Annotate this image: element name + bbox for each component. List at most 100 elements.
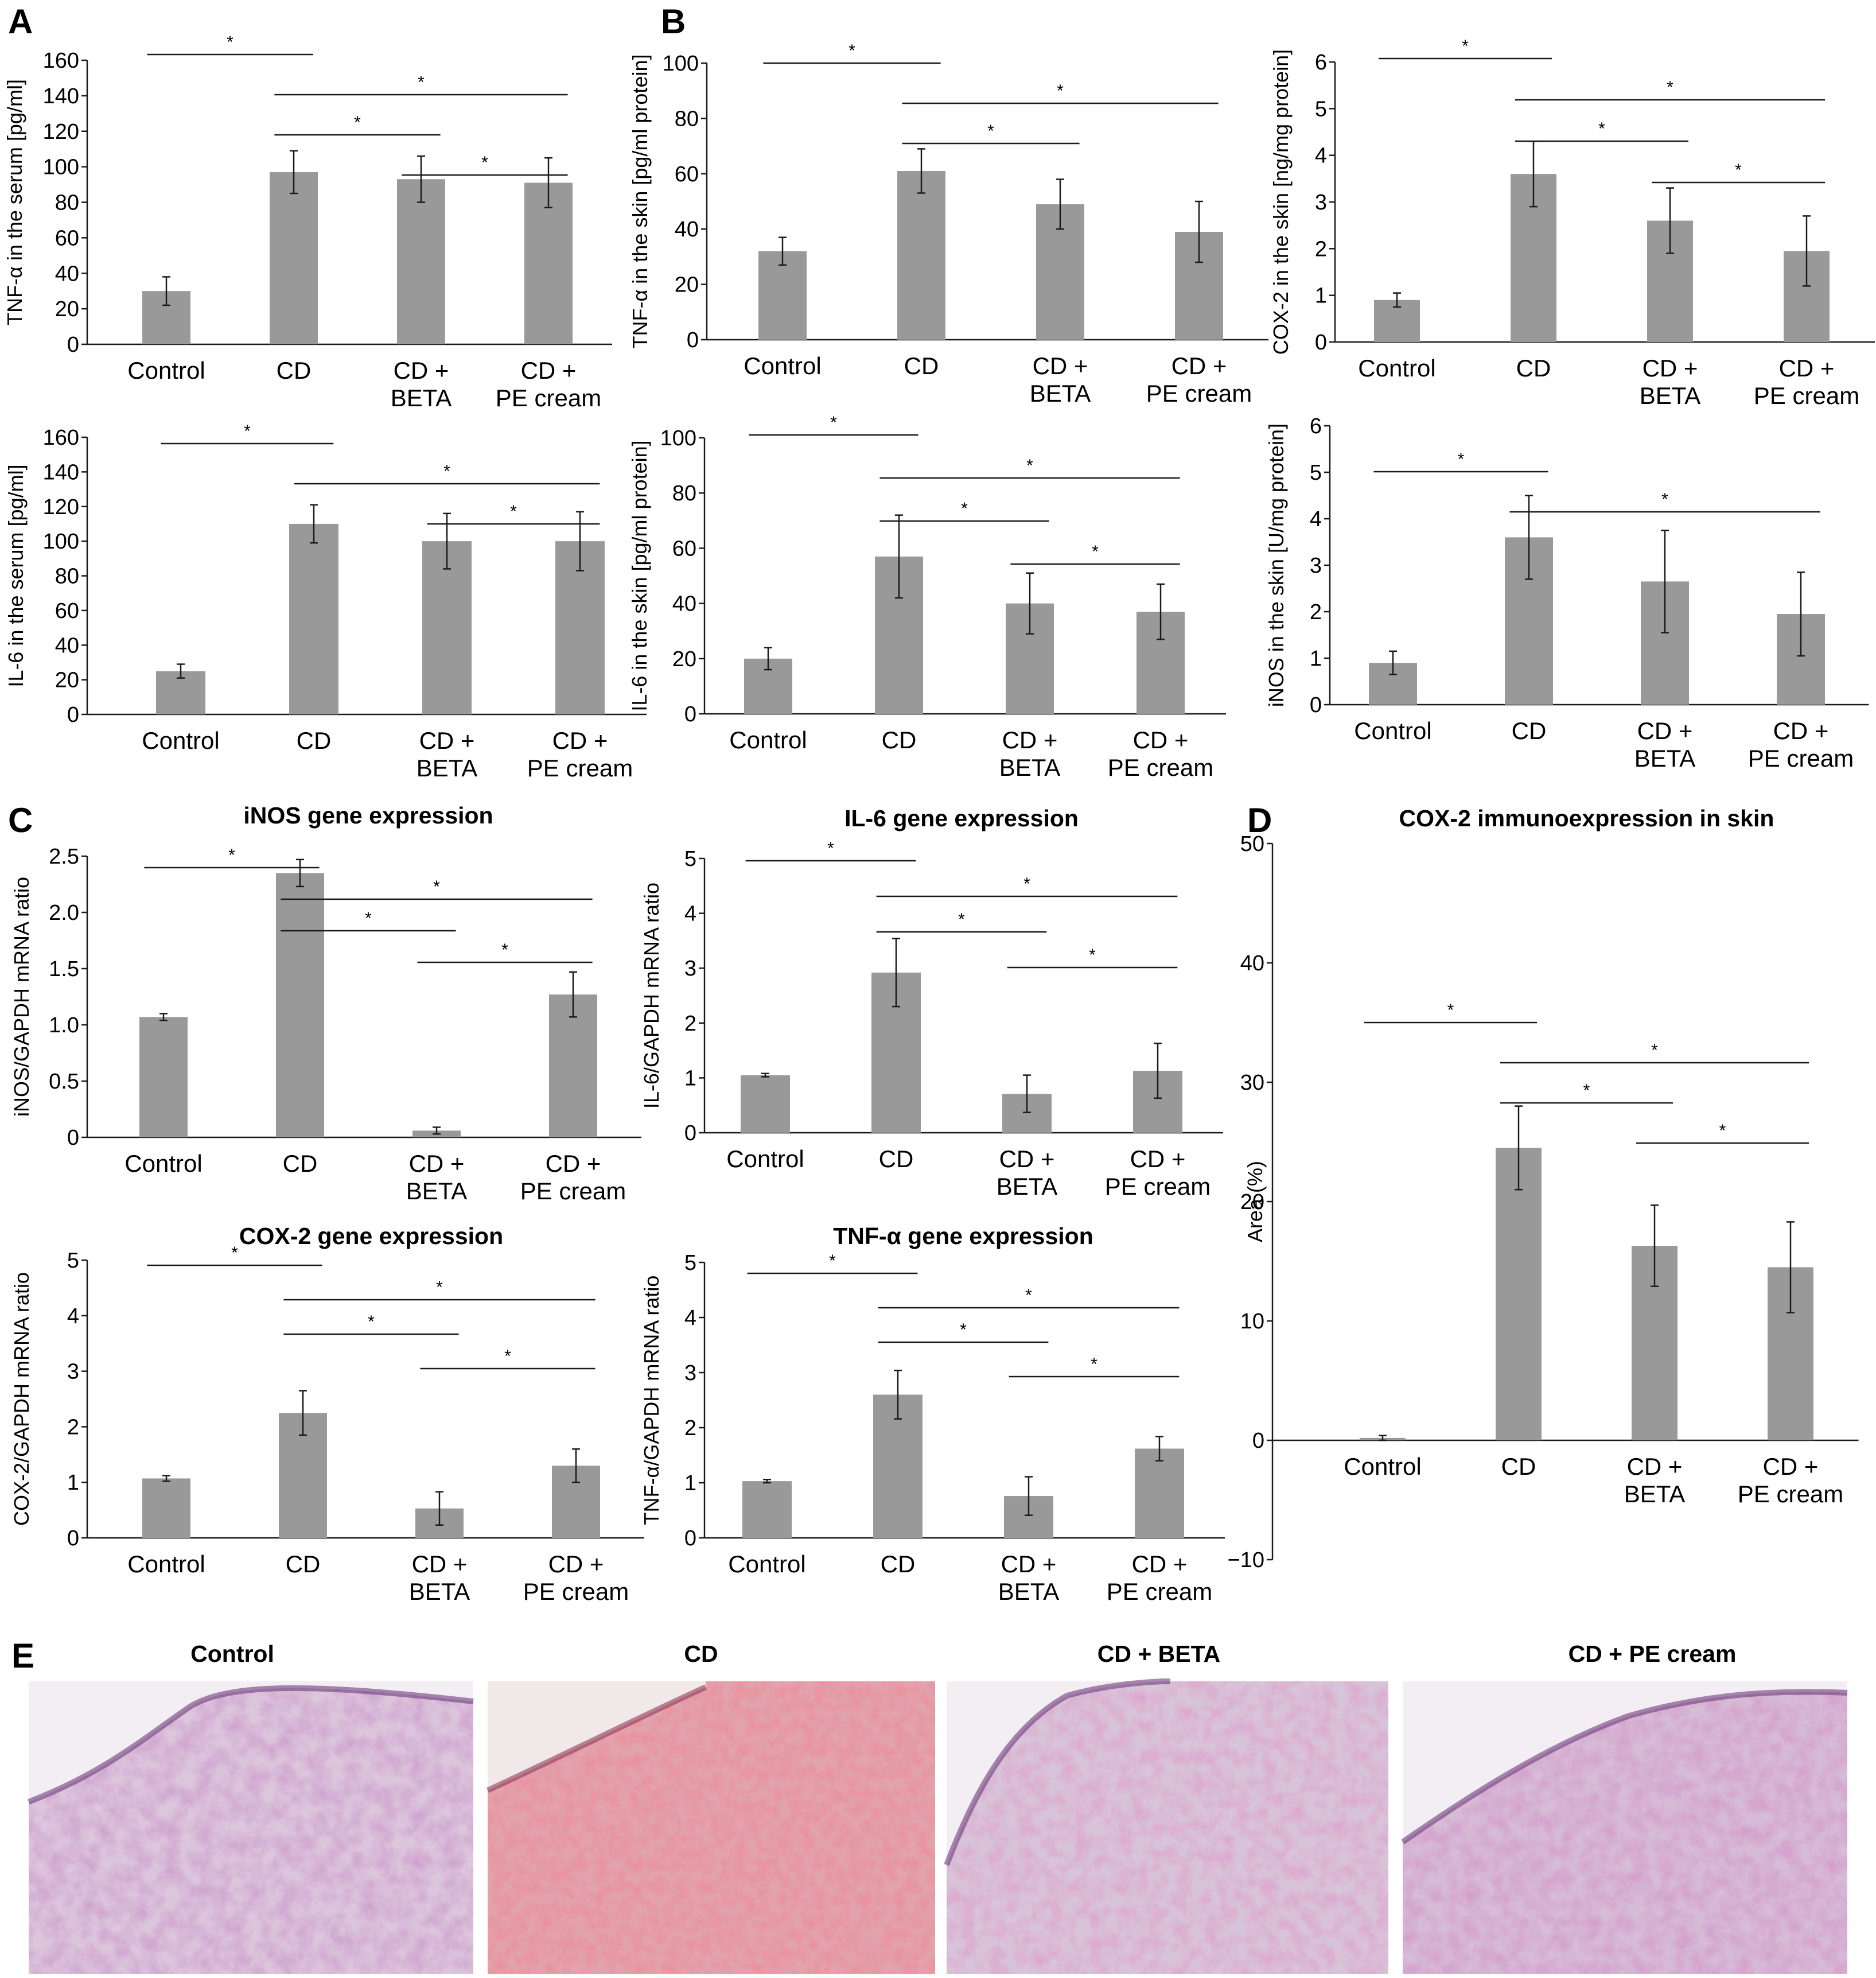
category-label: BETA bbox=[409, 1578, 470, 1605]
category-label: CD + bbox=[1132, 1550, 1188, 1577]
y-tick-label: 0 bbox=[684, 1526, 696, 1550]
category-label: PE cream bbox=[1738, 1480, 1843, 1507]
category-label: Control bbox=[744, 352, 821, 379]
significance-star: * bbox=[1026, 456, 1033, 475]
bar bbox=[758, 251, 807, 340]
significance-star: * bbox=[1023, 875, 1030, 893]
y-tick-label: 2 bbox=[684, 1012, 696, 1036]
y-tick-label: 20 bbox=[672, 647, 696, 671]
significance-star: * bbox=[961, 499, 968, 518]
histology-image-cd-pe-cream bbox=[1401, 1681, 1848, 1974]
category-label: CD + bbox=[1133, 726, 1189, 753]
category-label: Control bbox=[142, 727, 219, 754]
y-tick-label: 0 bbox=[1310, 693, 1322, 717]
panel-label-d: D bbox=[1247, 801, 1272, 840]
y-tick-label: 1 bbox=[1315, 284, 1327, 308]
y-axis-label: iNOS in the skin [U/mg protein] bbox=[1264, 423, 1288, 707]
y-tick-label: 1 bbox=[67, 1471, 79, 1495]
y-tick-label: 10 bbox=[1240, 1309, 1264, 1334]
category-label: CD + bbox=[1171, 352, 1227, 379]
y-axis-label: TNF-α in the skin [pg/ml protein] bbox=[628, 55, 652, 349]
significance-star: * bbox=[987, 122, 994, 141]
significance-star: * bbox=[829, 1252, 836, 1270]
category-label: PE cream bbox=[520, 1178, 626, 1204]
y-tick-label: 80 bbox=[675, 107, 699, 131]
significance-star: * bbox=[1447, 1001, 1454, 1020]
y-axis-label: IL-6/GAPDH mRNA ratio bbox=[640, 883, 663, 1109]
category-label: CD bbox=[904, 352, 939, 379]
y-tick-label: 40 bbox=[55, 634, 79, 658]
y-tick-label: 60 bbox=[55, 226, 79, 250]
y-tick-label: 0 bbox=[67, 1526, 79, 1550]
y-axis-label: Area (%) bbox=[1243, 1161, 1267, 1242]
y-tick-label: 4 bbox=[684, 1306, 696, 1330]
bar bbox=[1496, 1148, 1542, 1440]
category-label: CD bbox=[879, 1145, 914, 1172]
bar bbox=[276, 873, 324, 1137]
significance-star: * bbox=[231, 1243, 238, 1262]
y-tick-label: 20 bbox=[55, 669, 79, 693]
significance-star: * bbox=[1091, 1355, 1097, 1374]
significance-star: * bbox=[436, 1278, 443, 1297]
bar bbox=[549, 994, 597, 1137]
significance-star: * bbox=[510, 502, 517, 521]
category-label: CD + bbox=[394, 357, 449, 384]
panel-label-e: E bbox=[11, 1637, 34, 1675]
bar bbox=[397, 179, 445, 344]
y-tick-label: 100 bbox=[663, 52, 699, 76]
significance-star: * bbox=[433, 877, 440, 896]
category-label: PE cream bbox=[527, 755, 633, 782]
category-label: CD bbox=[881, 1550, 916, 1577]
y-tick-label: 1 bbox=[684, 1471, 696, 1495]
category-label: BETA bbox=[417, 755, 478, 782]
y-tick-label: 60 bbox=[55, 599, 79, 623]
y-tick-label: 5 bbox=[1315, 97, 1327, 121]
significance-star: * bbox=[365, 909, 372, 928]
category-label: BETA bbox=[997, 1173, 1058, 1200]
chart-title: iNOS gene expression bbox=[243, 802, 493, 829]
chart-title: COX-2 immunoexpression in skin bbox=[1399, 805, 1774, 831]
category-label: Control bbox=[124, 1150, 202, 1177]
y-tick-label: 100 bbox=[660, 426, 696, 450]
category-label: PE cream bbox=[1108, 754, 1213, 781]
y-axis-label: COX-2/GAPDH mRNA ratio bbox=[10, 1272, 33, 1526]
y-tick-label: 2.5 bbox=[49, 845, 79, 869]
histology-label-cd-pe-cream: CD + PE cream bbox=[1568, 1641, 1737, 1667]
y-tick-label: 3 bbox=[684, 957, 696, 981]
category-label: Control bbox=[1354, 717, 1431, 744]
y-tick-label: 40 bbox=[55, 262, 79, 286]
bar bbox=[742, 1481, 792, 1538]
y-tick-label: 4 bbox=[1310, 507, 1322, 531]
category-label: PE cream bbox=[1146, 380, 1252, 407]
significance-star: * bbox=[418, 73, 425, 92]
y-tick-label: 0.5 bbox=[49, 1070, 79, 1094]
y-tick-label: 3 bbox=[684, 1361, 696, 1385]
category-label: CD + bbox=[1779, 355, 1835, 382]
significance-star: * bbox=[827, 839, 834, 858]
panel-label-c: C bbox=[8, 801, 33, 840]
y-tick-label: 3 bbox=[1310, 554, 1322, 578]
significance-star: * bbox=[1651, 1041, 1658, 1060]
significance-star: * bbox=[1462, 37, 1469, 56]
category-label: PE cream bbox=[1748, 745, 1854, 772]
category-label: CD bbox=[297, 727, 332, 754]
significance-star: * bbox=[354, 113, 361, 132]
category-label: CD + bbox=[552, 727, 608, 754]
bar bbox=[897, 170, 945, 340]
y-tick-label: 80 bbox=[55, 191, 79, 215]
category-label: CD bbox=[1516, 355, 1551, 382]
category-label: CD + bbox=[419, 727, 475, 754]
histology-panels: Control CD CD + BETA CD + PE cream bbox=[28, 1641, 1848, 1974]
category-label: CD bbox=[283, 1150, 318, 1177]
significance-star: * bbox=[501, 941, 508, 959]
category-label: CD + bbox=[1773, 717, 1829, 744]
significance-star: * bbox=[504, 1347, 511, 1366]
y-tick-label: 5 bbox=[684, 847, 696, 871]
category-label: CD + bbox=[521, 357, 577, 384]
y-tick-label: 80 bbox=[672, 481, 696, 506]
